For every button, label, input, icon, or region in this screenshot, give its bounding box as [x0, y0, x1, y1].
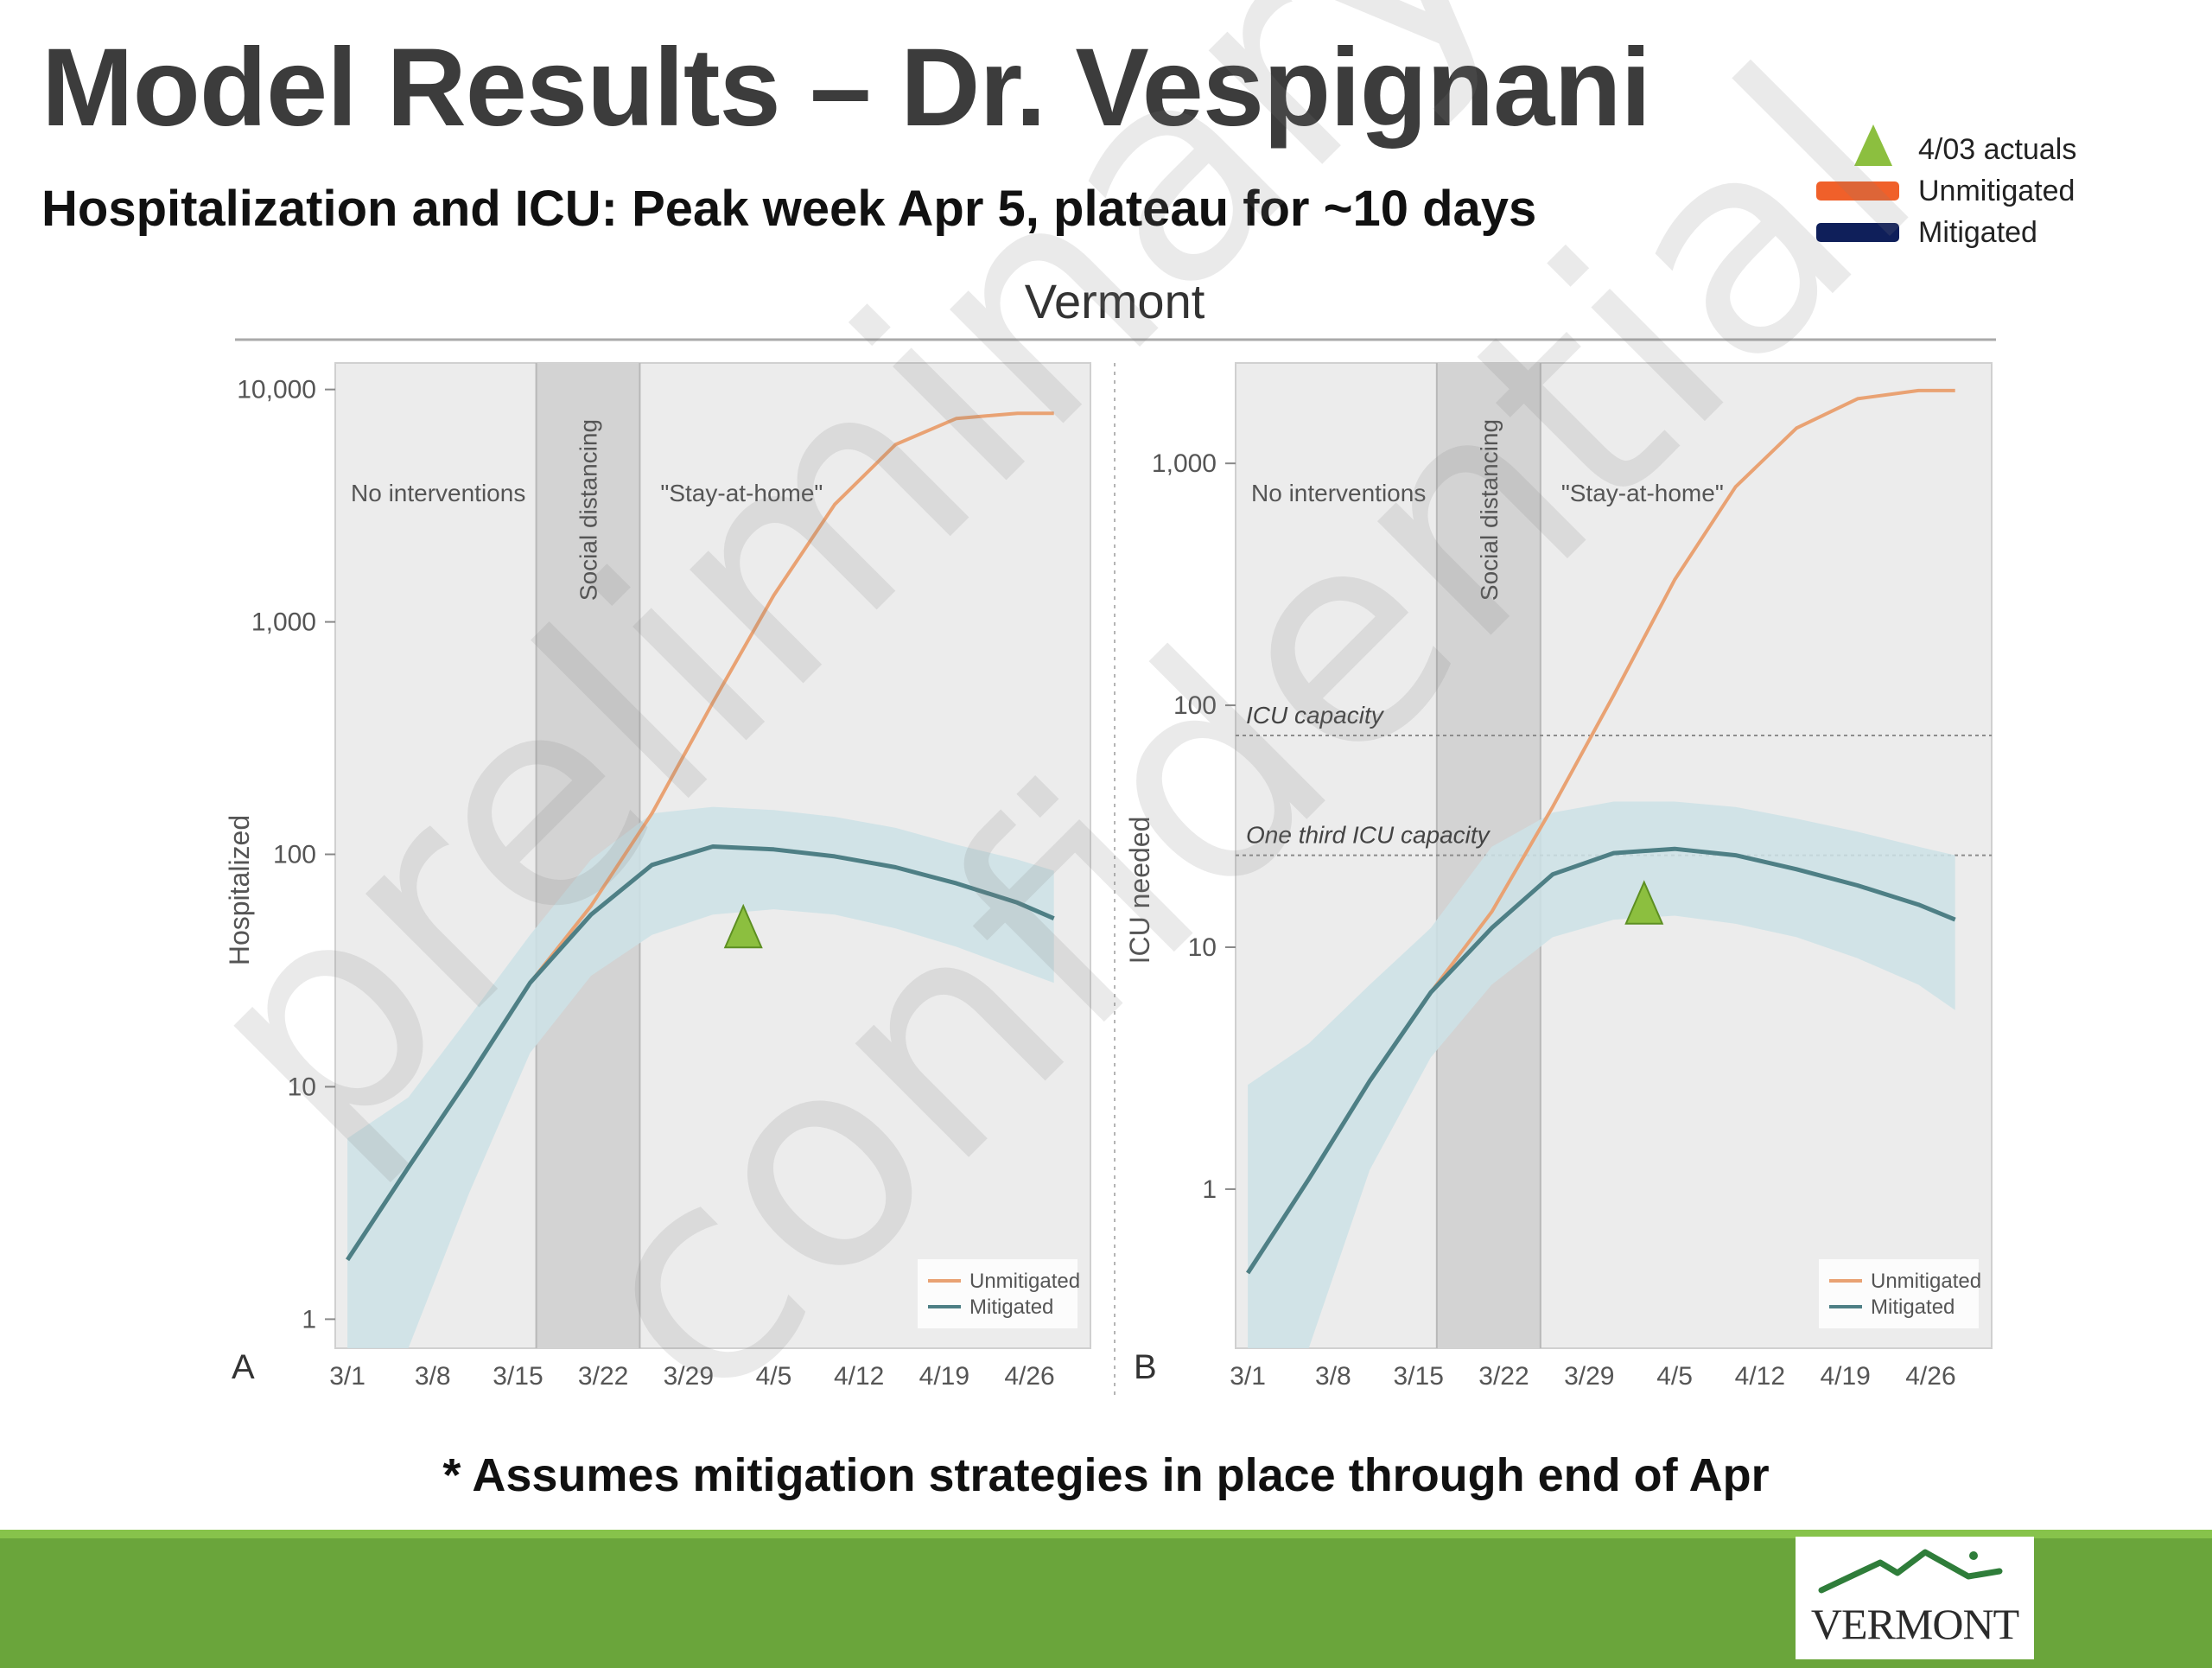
y-tick-label: 1,000 [251, 608, 316, 637]
region-label: Social distancing [1476, 419, 1503, 601]
x-tick-label: 4/12 [1735, 1362, 1785, 1391]
in-plot-legend-label: Unmitigated [1871, 1270, 1981, 1293]
x-tick-label: 3/1 [329, 1362, 365, 1391]
logo-wordmark: VERMONT [1810, 1600, 2019, 1648]
x-tick-label: 3/8 [1315, 1362, 1351, 1391]
y-axis-label: ICU needed [1124, 817, 1155, 965]
region-label: No interventions [351, 480, 525, 506]
chart-panel-a: No interventions Social distancing "Stay-a… [224, 362, 1091, 1391]
x-tick-label: 3/22 [1478, 1362, 1529, 1391]
slide-legend: 4/03 actuals Unmitigated Mitigated [1815, 124, 2195, 252]
x-tick-label: 4/26 [1905, 1362, 1955, 1391]
x-tick-label: 4/5 [1656, 1362, 1693, 1391]
legend-item-actuals: 4/03 actuals [1815, 124, 2195, 169]
chart-panel-b: No interventions Social distancing "Stay-a… [1124, 362, 1993, 1391]
in-plot-legend: Unmitigated Mitigated [1819, 1259, 1981, 1328]
region-label: "Stay-at-home" [660, 480, 823, 506]
y-tick-label: 1 [1202, 1175, 1217, 1204]
x-tick-label: 3/29 [664, 1362, 714, 1391]
in-plot-legend: Unmitigated Mitigated [918, 1259, 1080, 1328]
x-tick-label: 3/15 [1393, 1362, 1443, 1391]
series-line-mitigated [346, 844, 1055, 1262]
series-line-mitigated [1246, 846, 1956, 1275]
mitigated-swatch [1816, 223, 1899, 242]
in-plot-legend-label: Unmitigated [969, 1270, 1080, 1293]
reference-line-label: ICU capacity [1246, 702, 1385, 729]
y-tick-label: 1 [302, 1305, 316, 1334]
x-tick-label: 3/22 [578, 1362, 628, 1391]
vermont-logo: VERMONT [1796, 1537, 2034, 1659]
x-tick-label: 4/26 [1004, 1362, 1054, 1391]
in-plot-legend-box [918, 1259, 1077, 1328]
mitigated-uncertainty-band [1248, 801, 1955, 1348]
x-tick-label: 3/8 [415, 1362, 451, 1391]
mitigated-uncertainty-band [347, 806, 1054, 1348]
figure-title: Vermont [1025, 274, 1205, 328]
region-label: No interventions [1251, 480, 1426, 506]
panel-letter: B [1134, 1348, 1157, 1386]
legend-item-unmitigated: Unmitigated [1815, 169, 2195, 211]
x-tick-label: 4/5 [756, 1362, 792, 1391]
y-tick-label: 100 [1173, 691, 1217, 720]
legend-label-actuals: 4/03 actuals [1918, 133, 2077, 166]
y-tick-label: 10,000 [237, 376, 316, 404]
region-label: "Stay-at-home" [1561, 480, 1724, 506]
footnote: * Assumes mitigation strategies in place… [442, 1449, 1770, 1501]
mountain-logo-icon [1818, 1549, 2003, 1594]
actuals-marker [1624, 880, 1664, 925]
x-tick-label: 3/1 [1230, 1362, 1266, 1391]
in-plot-legend-label: Mitigated [969, 1296, 1053, 1319]
slide-subtitle: Hospitalization and ICU: Peak week Apr 5… [41, 181, 1537, 237]
unmitigated-swatch [1816, 181, 1899, 201]
x-tick-label: 3/29 [1564, 1362, 1614, 1391]
actuals-marker [723, 903, 763, 949]
x-tick-label: 3/15 [493, 1362, 543, 1391]
y-tick-label: 100 [273, 841, 316, 869]
slide-title: Model Results – Dr. Vespignani [41, 26, 1651, 150]
legend-item-mitigated: Mitigated [1815, 211, 2195, 252]
y-axis-label: Hospitalized [224, 815, 255, 965]
y-tick-label: 10 [1188, 933, 1217, 962]
x-tick-label: 4/12 [834, 1362, 884, 1391]
region-label: Social distancing [575, 419, 602, 601]
y-tick-label: 10 [288, 1073, 316, 1101]
in-plot-legend-box [1819, 1259, 1979, 1328]
reference-line-label: One third ICU capacity [1246, 822, 1491, 849]
in-plot-legend-label: Mitigated [1871, 1296, 1955, 1319]
x-tick-label: 4/19 [919, 1362, 969, 1391]
panel-letter: A [232, 1348, 255, 1386]
y-tick-label: 1,000 [1152, 449, 1217, 478]
legend-label-mitigated: Mitigated [1918, 216, 2037, 249]
legend-label-unmitigated: Unmitigated [1918, 175, 2075, 207]
triangle-marker-icon [1854, 124, 1892, 166]
model-charts: Vermont No interventions Social distancin… [136, 0, 1996, 1435]
x-tick-label: 4/19 [1820, 1362, 1870, 1391]
